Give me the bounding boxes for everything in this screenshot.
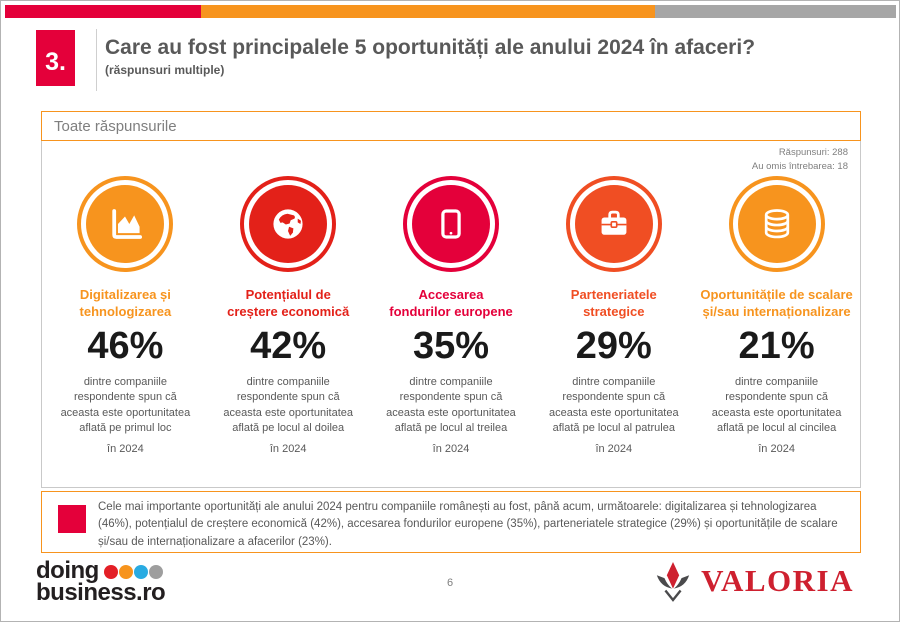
opportunity-year: în 2024 (107, 443, 144, 456)
opportunity-label: Potențialul de creștere economică (227, 287, 350, 319)
question-number-badge: 3. (36, 30, 75, 86)
icon-ring (240, 176, 337, 272)
page-subtitle: (răspunsuri multiple) (105, 63, 225, 77)
opportunity-percent: 46% (87, 325, 164, 367)
opportunity-column-fonduri: Accesarea fondurilor europene 35% dintre… (370, 176, 533, 455)
response-stats: Răspunsuri: 288 Au omis întrebarea: 18 (752, 146, 848, 174)
logo-text-businessro: business.ro (36, 579, 166, 606)
valoria-wordmark: VALORIA (701, 563, 854, 598)
top-bar-gray-segment (655, 5, 896, 18)
responses-count: Răspunsuri: 288 (778, 147, 848, 158)
icon-disc (737, 185, 816, 263)
filter-box[interactable]: Toate răspunsurile (41, 111, 861, 141)
opportunity-percent: 21% (738, 325, 815, 367)
opportunity-column-digitalizare: Digitalizarea și tehnologizarea 46% dint… (44, 176, 207, 455)
results-panel: Răspunsuri: 288 Au omis întrebarea: 18 D… (41, 141, 861, 488)
icon-disc (574, 185, 653, 263)
skipped-count: Au omis întrebarea: 18 (751, 160, 848, 172)
logo-dot-blue (133, 565, 148, 579)
opportunity-percent: 29% (575, 325, 652, 367)
opportunity-label: Accesarea fondurilor europene (389, 287, 513, 319)
opportunity-percent: 42% (250, 325, 327, 367)
page-number: 6 (446, 577, 454, 589)
icon-disc (86, 185, 165, 263)
top-bar-red-segment (5, 5, 202, 18)
opportunity-year: în 2024 (595, 443, 633, 456)
header-divider (96, 29, 97, 91)
opportunity-percent: 35% (412, 325, 490, 367)
icon-disc (411, 185, 490, 263)
opportunity-description: dintre companiile respondente spun că ac… (60, 375, 191, 435)
opportunity-description: dintre companiile respondente spun că ac… (548, 375, 679, 435)
logo-dot-orange (118, 565, 133, 579)
globe-icon (273, 209, 303, 239)
summary-text: Cele mai importante oportunități ale anu… (98, 501, 838, 548)
database-icon (764, 209, 789, 239)
summary-box: Cele mai importante oportunități ale anu… (41, 491, 861, 553)
valoria-logo-mark (656, 562, 690, 602)
top-bar-orange-segment (201, 5, 656, 18)
opportunity-label: Digitalizarea și tehnologizarea (79, 287, 172, 319)
opportunity-description: dintre companiile respondente spun că ac… (711, 375, 842, 435)
opportunity-column-crestere: Potențialul de creștere economică 42% di… (207, 176, 370, 455)
logo-dot-red (103, 565, 118, 579)
opportunity-year: în 2024 (269, 443, 307, 456)
opportunity-column-scalare: Oportunitățile de scalare și/sau interna… (695, 176, 858, 455)
opportunity-columns: Digitalizarea și tehnologizarea 46% dint… (44, 176, 858, 455)
filter-label: Toate răspunsurile (54, 117, 177, 135)
area-chart-icon (112, 209, 143, 239)
header-titles: Care au fost principalele 5 oportunități… (105, 36, 755, 77)
tablet-icon (441, 209, 461, 239)
page-title: Care au fost principalele 5 oportunități… (105, 36, 756, 59)
opportunity-label: Parteneriatele strategice (570, 287, 657, 319)
opportunity-description: dintre companiile respondente spun că ac… (386, 375, 516, 435)
icon-ring (728, 176, 825, 272)
opportunity-year: în 2024 (758, 443, 795, 456)
opportunity-column-parteneriate: Parteneriatele strategice 29% dintre com… (532, 176, 695, 455)
opportunity-label: Oportunitățile de scalare și/sau interna… (700, 287, 853, 319)
doingbusiness-logo: doing business.ro (36, 557, 166, 606)
summary-bullet-square (58, 505, 86, 533)
opportunity-year: în 2024 (432, 443, 470, 456)
opportunity-description: dintre companiile respondente spun că ac… (223, 375, 354, 435)
icon-disc (249, 185, 328, 263)
icon-ring (565, 176, 662, 272)
logo-text-doing: doing (36, 557, 99, 584)
valoria-logo: VALORIA (654, 558, 854, 604)
logo-dot-gray (148, 565, 163, 579)
logo-dots (103, 565, 164, 579)
icon-ring (402, 176, 499, 272)
top-accent-bar (5, 5, 896, 18)
icon-ring (77, 176, 174, 272)
briefcase-icon (601, 210, 627, 235)
